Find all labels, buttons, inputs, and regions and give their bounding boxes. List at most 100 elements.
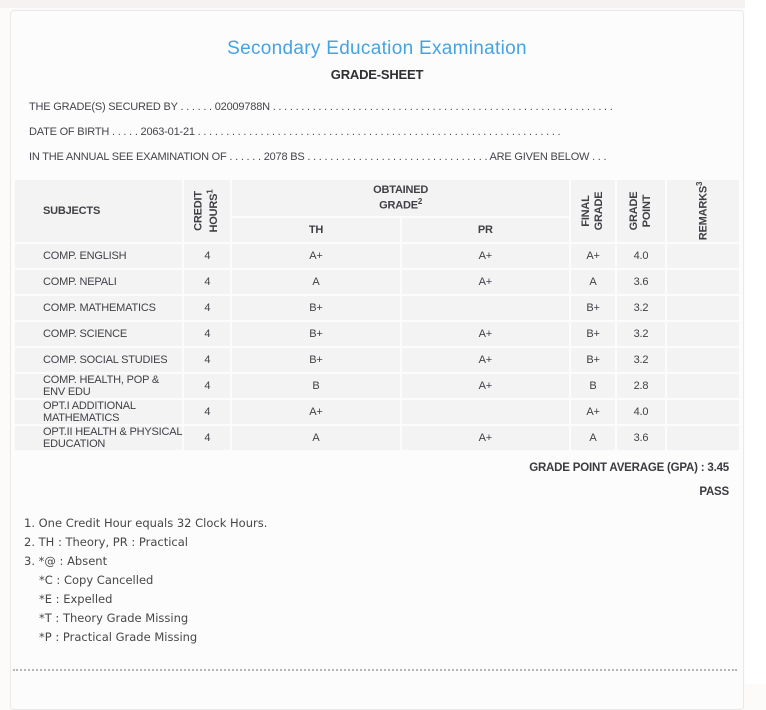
theory-grade-cell: A+ [232, 400, 400, 424]
credit-cell: 4 [184, 348, 231, 372]
remarks-cell [667, 270, 739, 294]
practical-grade-cell: A+ [401, 270, 569, 294]
grade-point-cell: 4.0 [617, 244, 665, 268]
dotted-leader: . . . . . . . . . . . . . . . . . . . . … [194, 126, 561, 138]
remarks-cell [667, 322, 739, 346]
grade-point-cell: 3.6 [617, 426, 665, 450]
gpa-summary: GRADE POINT AVERAGE (GPA) : 3.45 [11, 462, 743, 474]
theory-grade-cell: A [232, 270, 400, 294]
table-row: COMP. HEALTH, POP & ENV EDU 4 B A+ B 2.8 [15, 374, 739, 398]
final-grade-cell: B+ [571, 348, 615, 372]
student-symbol-number: 02009788N [214, 101, 270, 113]
credit-cell: 4 [184, 374, 231, 398]
result-status: PASS [699, 486, 729, 498]
theory-grade-cell: B+ [232, 322, 400, 346]
remarks-cell [667, 348, 739, 372]
gpa-label: GRADE POINT AVERAGE (GPA) [529, 462, 698, 474]
column-header-subjects: SUBJECTS [15, 180, 183, 242]
date-of-birth-label: DATE OF BIRTH [29, 126, 110, 138]
credit-cell: 4 [184, 270, 231, 294]
footnote-credit-hours: 1. One Credit Hour equals 32 Clock Hours… [24, 516, 268, 530]
remarks-cell [667, 296, 739, 320]
column-header-remarks: REMARKS3 [667, 180, 739, 242]
grade-point-cell: 4.0 [617, 400, 665, 424]
are-given-below-text: ARE GIVEN BELOW . . . [489, 151, 607, 163]
examination-label: IN THE ANNUAL SEE EXAMINATION OF [29, 151, 227, 163]
subject-cell: COMP. ENGLISH [15, 244, 183, 268]
credit-hours-footnote-ref: 1 [206, 189, 215, 194]
footnote-expelled: *E : Expelled [39, 592, 113, 606]
page-title: Secondary Education Examination [227, 38, 527, 59]
credit-hours-header-label: CREDIT HOURS [192, 191, 221, 233]
practical-grade-cell: A+ [401, 244, 569, 268]
table-row: COMP. SOCIAL STUDIES 4 B+ A+ B+ 3.2 [15, 348, 739, 372]
page-top-band [0, 0, 745, 8]
final-grade-cell: A+ [571, 244, 615, 268]
subject-cell: OPT.II HEALTH & PHYSICAL EDUCATION [15, 426, 182, 450]
practical-grade-cell [401, 400, 569, 424]
gpa-value: 3.45 [707, 462, 729, 474]
column-header-practical: PR [401, 218, 569, 242]
dotted-leader: . . . . . . . . . . . . . . . . . . . . … [304, 151, 490, 163]
practical-grade-cell: A+ [401, 348, 569, 372]
remarks-header-label: REMARKS [697, 186, 710, 241]
remarks-cell [667, 400, 739, 424]
remarks-cell [667, 374, 739, 398]
grade-point-cell: 3.2 [617, 296, 665, 320]
subject-cell: COMP. NEPALI [15, 270, 183, 294]
table-row: COMP. SCIENCE 4 B+ A+ B+ 3.2 [15, 322, 739, 346]
table-row: COMP. NEPALI 4 A A+ A 3.6 [15, 270, 739, 294]
footnote-theory-grade-missing: *T : Theory Grade Missing [39, 611, 189, 625]
final-grade-cell: B+ [571, 322, 615, 346]
practical-grade-cell: A+ [401, 374, 569, 398]
final-grade-cell: B [571, 374, 615, 398]
dotted-leader: . . . . . . [226, 151, 264, 163]
theory-grade-cell: B+ [232, 296, 400, 320]
secured-by-label: THE GRADE(S) SECURED BY [29, 101, 178, 113]
grade-point-cell: 3.2 [617, 348, 665, 372]
grade-sheet-subtitle: GRADE-SHEET [330, 67, 424, 82]
column-header-final-grade: FINAL GRADE [571, 180, 615, 242]
theory-grade-cell: B [232, 374, 400, 398]
credit-cell: 4 [184, 400, 231, 424]
subjects-header-label: SUBJECTS [43, 205, 101, 217]
theory-grade-cell: A [232, 426, 400, 450]
dotted-leader: . . . . . . . . . . . . . . . . . . . . … [269, 101, 613, 113]
final-grade-header-label: FINAL GRADE [579, 191, 605, 231]
student-meta-section: THE GRADE(S) SECURED BY . . . . . . 0200… [11, 95, 743, 170]
gpa-separator: : [697, 462, 708, 474]
subject-cell: COMP. HEALTH, POP & ENV EDU [15, 374, 183, 398]
grade-point-cell: 3.6 [617, 270, 665, 294]
column-header-theory: TH [232, 218, 400, 242]
table-row: OPT.I ADDITIONAL MATHEMATICS 4 A+ A+ 4.0 [15, 400, 739, 424]
remarks-cell [667, 426, 739, 450]
final-grade-cell: A [571, 426, 615, 450]
date-of-birth-line: DATE OF BIRTH . . . . . 2063-01-21 . . .… [29, 120, 743, 145]
final-grade-cell: B+ [571, 296, 615, 320]
grade-sheet-panel: Secondary Education Examination GRADE-SH… [10, 10, 744, 710]
subject-cell: COMP. MATHEMATICS [15, 296, 183, 320]
examination-year-line: IN THE ANNUAL SEE EXAMINATION OF . . . .… [29, 145, 743, 170]
remarks-footnote-ref: 3 [695, 181, 705, 187]
bottom-dotted-divider [13, 669, 737, 671]
footnote-absent: 3. *@ : Absent [24, 554, 108, 568]
table-header-row: SUBJECTS CREDIT HOURS1 OBTAINED GRADE2 F… [15, 180, 739, 242]
practical-grade-cell [401, 296, 569, 320]
column-header-grade-point: GRADE POINT [617, 180, 665, 242]
credit-cell: 4 [184, 426, 231, 450]
final-grade-cell: A [571, 270, 615, 294]
date-of-birth-value: 2063-01-21 [140, 126, 195, 138]
table-subheader-row: TH PR [15, 218, 739, 242]
dotted-leader: . . . . . . [177, 101, 215, 113]
grade-point-header-label: GRADE POINT [627, 191, 653, 231]
theory-grade-cell: A+ [232, 244, 400, 268]
table-row: COMP. MATHEMATICS 4 B+ B+ 3.2 [15, 296, 739, 320]
subject-cell: COMP. SCIENCE [15, 322, 183, 346]
table-row: COMP. ENGLISH 4 A+ A+ A+ 4.0 [15, 244, 739, 268]
grade-point-cell: 3.2 [617, 322, 665, 346]
theory-grade-cell: B+ [232, 348, 400, 372]
grades-table: SUBJECTS CREDIT HOURS1 OBTAINED GRADE2 F… [13, 178, 741, 452]
credit-cell: 4 [184, 322, 231, 346]
column-header-credit-hours: CREDIT HOURS1 [184, 180, 231, 242]
dotted-leader: . . . . . [109, 126, 141, 138]
